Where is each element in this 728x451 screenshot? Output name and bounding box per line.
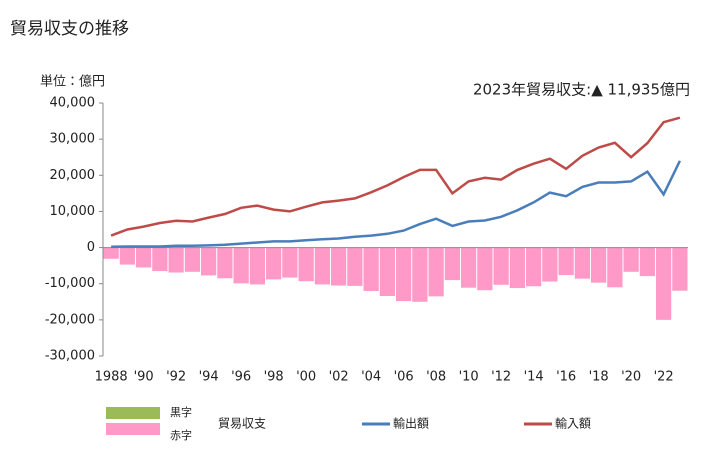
y-tick-label: 40,000	[50, 96, 96, 111]
bar	[363, 247, 379, 291]
bar	[444, 247, 460, 281]
line	[111, 160, 682, 249]
line	[110, 116, 681, 237]
bar	[493, 247, 509, 285]
annotation: 2023年貿易収支:▲ 11,935億円	[473, 81, 690, 99]
x-tick-label: '16	[556, 370, 576, 385]
bar	[282, 247, 298, 278]
bar	[201, 247, 217, 276]
bar	[591, 247, 607, 283]
bar	[266, 247, 282, 280]
bar	[217, 247, 233, 279]
x-tick-label: '08	[426, 370, 446, 385]
y-tick-label: -20,000	[45, 312, 95, 327]
bar	[656, 247, 672, 320]
x-tick-label: '04	[361, 370, 381, 385]
y-tick-label: -10,000	[45, 276, 95, 291]
bar	[526, 247, 542, 287]
bar	[607, 247, 623, 288]
x-tick-label: '94	[199, 370, 219, 385]
bar	[331, 247, 347, 286]
bar	[509, 247, 525, 289]
x-tick-label: '10	[459, 370, 479, 385]
bar	[314, 247, 330, 285]
x-tick-label: '14	[524, 370, 544, 385]
x-tick-label: 1988	[95, 370, 128, 385]
legend-label: 黒字	[170, 406, 192, 419]
x-tick-label: '18	[589, 370, 609, 385]
bar	[168, 247, 184, 273]
bar	[347, 247, 363, 286]
bar	[412, 247, 428, 302]
x-tick-label: '98	[264, 370, 284, 385]
bar	[152, 247, 168, 272]
bar	[396, 247, 412, 302]
bar	[184, 247, 200, 272]
y-tick-label: 10,000	[50, 204, 96, 219]
x-tick-label: '20	[621, 370, 641, 385]
bar	[574, 247, 590, 279]
bar	[623, 247, 639, 272]
x-tick-label: '00	[296, 370, 316, 385]
bar	[249, 247, 265, 285]
x-tick-label: '90	[134, 370, 154, 385]
bar	[119, 247, 135, 265]
unit-label: 単位：億円	[40, 74, 105, 90]
bar	[461, 247, 477, 288]
y-tick-label: 20,000	[50, 168, 96, 183]
legend-label: 赤字	[170, 429, 192, 442]
bar	[379, 247, 395, 297]
x-tick-label: '12	[491, 370, 511, 385]
legend-label: 輸出額	[393, 417, 429, 431]
x-tick-label: '96	[231, 370, 251, 385]
legend-swatch	[106, 407, 160, 419]
x-tick-label: '92	[166, 370, 186, 385]
bar	[639, 247, 655, 277]
x-tick-label: '06	[394, 370, 414, 385]
bar	[558, 247, 574, 276]
bar	[233, 247, 249, 284]
bar	[672, 247, 688, 291]
bar	[136, 247, 152, 268]
chart-title: 貿易収支の推移	[10, 19, 129, 39]
y-tick-label: 30,000	[50, 132, 96, 147]
x-tick-label: '22	[654, 370, 674, 385]
bar	[298, 247, 314, 282]
y-tick-label: 0	[87, 240, 95, 255]
legend-label: 貿易収支	[218, 417, 266, 431]
legend-swatch	[106, 423, 160, 435]
x-tick-label: '02	[329, 370, 349, 385]
bar	[428, 247, 444, 297]
y-tick-label: -30,000	[45, 349, 95, 364]
bar	[477, 247, 493, 291]
bar	[542, 247, 558, 282]
legend-label: 輸入額	[555, 417, 591, 431]
bar	[103, 247, 119, 259]
